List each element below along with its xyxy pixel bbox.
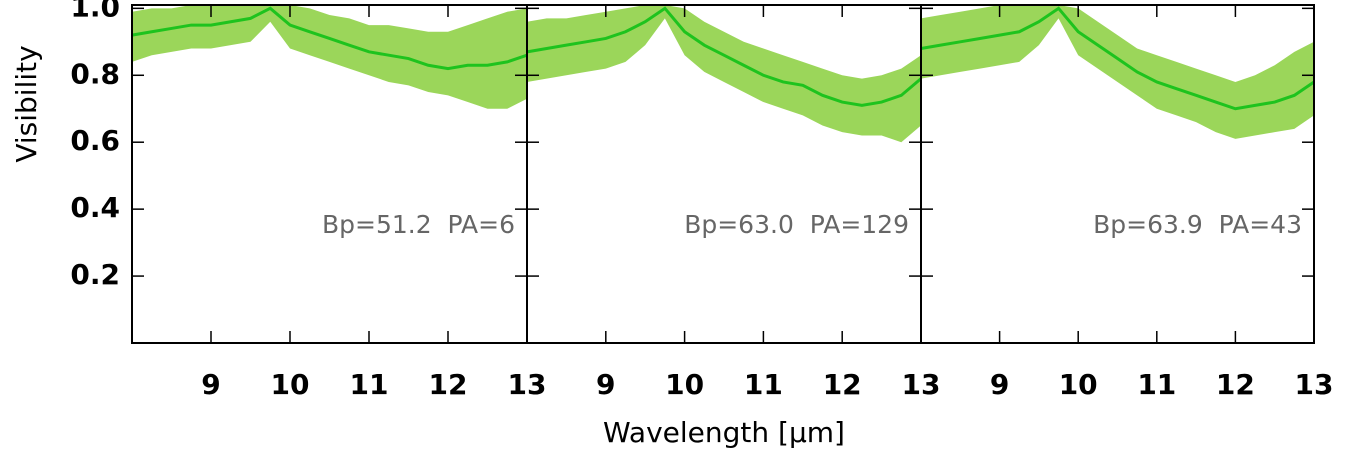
y-tick-label: 0.4 xyxy=(70,191,120,224)
error-band xyxy=(921,5,1314,139)
x-tick-label: 10 xyxy=(271,368,310,401)
error-band xyxy=(527,5,921,143)
x-axis-label: Wavelength [μm] xyxy=(603,416,845,449)
x-tick-label: 9 xyxy=(201,368,220,401)
x-tick-label: 9 xyxy=(990,368,1009,401)
visibility-line xyxy=(131,6,528,71)
y-axis-label: Visibility xyxy=(10,45,43,162)
x-tick-label: 13 xyxy=(508,368,547,401)
y-tick-label: 0.2 xyxy=(70,258,120,291)
x-tick-label: 10 xyxy=(1059,368,1098,401)
panel-frame xyxy=(920,4,1315,344)
annotation: Bp=63.0 PA=129 xyxy=(684,210,909,239)
annotation: Bp=51.2 PA=6 xyxy=(322,210,515,239)
visibility-line xyxy=(920,6,1315,111)
x-tick-label: 12 xyxy=(429,368,468,401)
x-tick-label: 10 xyxy=(665,368,704,401)
x-tick-label: 11 xyxy=(1137,368,1176,401)
x-tick-label: 13 xyxy=(902,368,941,401)
x-tick-label: 9 xyxy=(596,368,615,401)
y-tick-label: 0.8 xyxy=(70,57,120,90)
y-tick-label: 0.6 xyxy=(70,124,120,157)
x-tick-label: 11 xyxy=(744,368,783,401)
error-band xyxy=(132,5,527,109)
x-tick-label: 12 xyxy=(1216,368,1255,401)
x-tick-label: 12 xyxy=(823,368,862,401)
x-tick-label: 13 xyxy=(1295,368,1334,401)
visibility-line xyxy=(526,6,922,107)
y-tick-label: 1.0 xyxy=(70,0,120,23)
x-tick-label: 11 xyxy=(350,368,389,401)
annotation: Bp=63.9 PA=43 xyxy=(1093,210,1302,239)
